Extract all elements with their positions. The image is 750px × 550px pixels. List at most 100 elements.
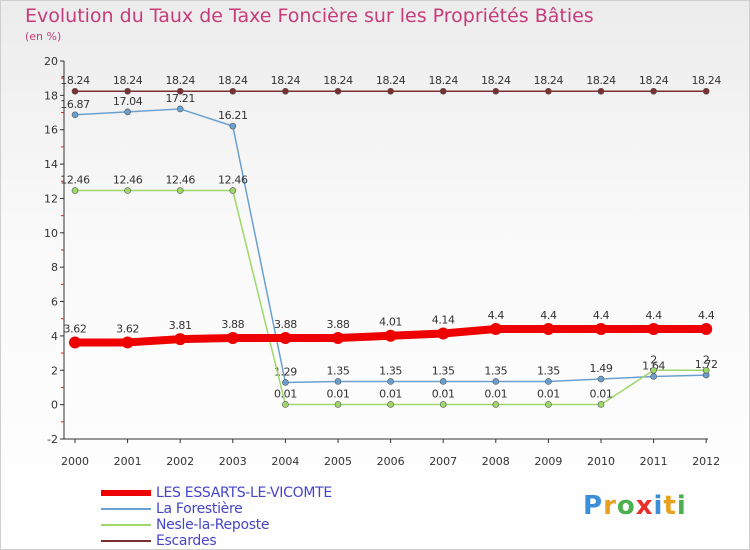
chart-title: Evolution du Taux de Taxe Foncière sur l… (25, 5, 594, 27)
data-label: 4.4 (488, 309, 505, 322)
x-tick-label: 2011 (640, 455, 668, 468)
data-label: 0.01 (590, 387, 613, 400)
data-label: 1.72 (695, 358, 718, 371)
y-tick-label: 14 (44, 158, 58, 171)
logo-letter: i (653, 491, 664, 521)
data-label: 4.4 (698, 309, 715, 322)
data-label: 18.24 (481, 74, 511, 87)
data-label: 4.4 (645, 309, 662, 322)
x-tick-label: 2009 (534, 455, 562, 468)
logo-letter: P (583, 491, 604, 521)
data-point (229, 122, 237, 130)
data-point (439, 401, 447, 408)
data-point (229, 87, 237, 95)
data-label: 18.24 (60, 74, 90, 87)
data-point (334, 87, 342, 95)
data-point (492, 401, 500, 408)
data-label: 1.35 (432, 364, 455, 377)
data-label: 1.35 (537, 364, 560, 377)
data-point (545, 378, 552, 385)
data-point (121, 336, 134, 349)
data-label: 1.35 (379, 364, 402, 377)
data-label: 18.24 (639, 74, 669, 87)
legend-swatch (101, 508, 151, 510)
data-label: 18.24 (165, 74, 195, 87)
legend-item-escardes: Escardes (101, 533, 332, 549)
data-label: 1.35 (327, 364, 350, 377)
data-label: 12.46 (165, 174, 195, 187)
data-label: 12.46 (113, 174, 143, 187)
y-tick-label: 16 (44, 124, 58, 137)
data-label: 0.01 (537, 387, 560, 400)
legend-swatch (101, 490, 151, 496)
legend-label: Escardes (156, 533, 217, 549)
x-tick-label: 2007 (429, 455, 457, 468)
data-point (229, 187, 237, 194)
legend-item-forestiere: La Forestière (101, 501, 332, 517)
data-label: 4.4 (593, 309, 610, 322)
data-label: 0.01 (327, 387, 350, 400)
data-point (545, 401, 552, 408)
data-point (282, 87, 289, 95)
proxiti-logo: Proxiti (583, 491, 687, 521)
data-point (647, 323, 660, 336)
y-tick-label: 10 (44, 227, 58, 240)
x-tick-label: 2010 (587, 455, 615, 468)
data-point (384, 329, 397, 342)
data-point (279, 331, 292, 344)
data-point (437, 327, 450, 340)
legend-label: La Forestière (156, 501, 243, 517)
data-label: 1.64 (642, 359, 665, 372)
chart-legend: LES ESSARTS-LE-VICOMTE La Forestière Nes… (101, 485, 332, 549)
data-label: 18.24 (376, 74, 406, 87)
data-point (545, 87, 552, 95)
data-point (597, 375, 605, 383)
data-point (282, 379, 289, 386)
data-label: 3.81 (169, 319, 192, 332)
y-tick-label: 6 (51, 296, 58, 309)
data-label: 18.24 (586, 74, 616, 87)
data-point (597, 87, 605, 95)
data-point (702, 87, 710, 95)
data-point (334, 378, 342, 385)
x-tick-label: 2004 (271, 455, 299, 468)
logo-letter: t (663, 491, 677, 521)
data-label: 0.01 (274, 387, 297, 400)
y-tick-label: 4 (51, 330, 58, 343)
data-label: 2 (703, 353, 710, 366)
data-label: 18.24 (534, 74, 564, 87)
data-label: 12.46 (218, 174, 248, 187)
x-tick-label: 2001 (114, 455, 142, 468)
y-tick-label: 12 (44, 192, 58, 205)
data-point (282, 401, 289, 408)
data-label: 12.46 (60, 174, 90, 187)
data-label: 4.4 (540, 309, 557, 322)
data-point (439, 87, 447, 95)
data-point (542, 323, 555, 336)
data-point (439, 378, 447, 385)
x-tick-label: 2006 (377, 455, 405, 468)
data-point (489, 323, 502, 336)
data-point (71, 187, 79, 194)
data-label: 3.88 (327, 318, 350, 331)
data-label: 2 (650, 353, 657, 366)
data-point (650, 87, 657, 95)
x-tick-label: 2005 (324, 455, 352, 468)
data-point (71, 111, 79, 119)
data-point (332, 331, 344, 344)
data-point (71, 87, 79, 95)
logo-letter: i (676, 491, 687, 521)
y-tick-label: 20 (44, 55, 58, 68)
data-point (174, 333, 187, 346)
legend-label: LES ESSARTS-LE-VICOMTE (156, 485, 332, 501)
legend-item-essarts: LES ESSARTS-LE-VICOMTE (101, 485, 332, 501)
data-label: 18.24 (218, 74, 248, 87)
data-label: 0.01 (484, 387, 507, 400)
data-point (387, 87, 394, 95)
data-point (597, 401, 605, 408)
data-point (124, 108, 131, 116)
data-label: 17.04 (113, 95, 143, 108)
y-tick-label: 0 (51, 399, 58, 412)
